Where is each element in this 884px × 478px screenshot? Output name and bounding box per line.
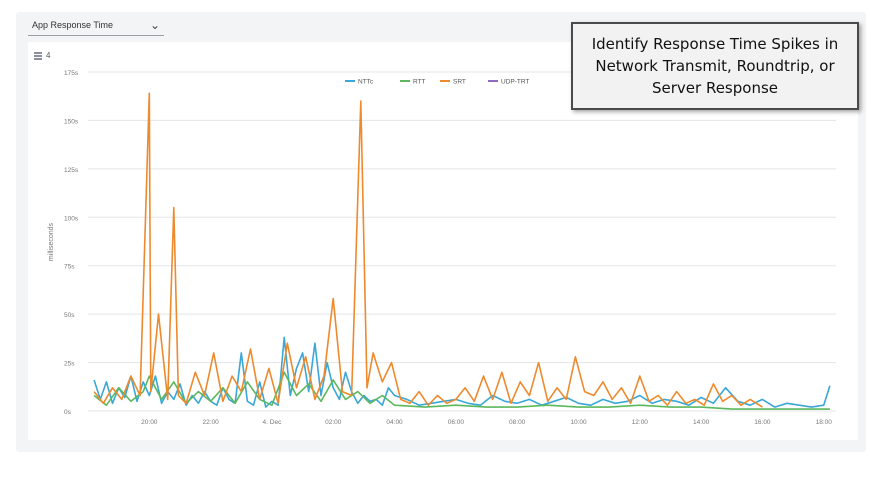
x-tick-label: 20:00 xyxy=(141,419,158,426)
x-tick-label: 04:00 xyxy=(386,419,403,426)
legend-label: UDP-TRT xyxy=(501,79,529,86)
x-tick-label: 12:00 xyxy=(632,419,649,426)
x-tick-label: 10:00 xyxy=(570,419,587,426)
metric-dropdown[interactable]: App Response Time ⌄ xyxy=(28,14,164,36)
x-tick-label: 08:00 xyxy=(509,419,526,426)
x-tick-label: 22:00 xyxy=(202,419,219,426)
x-tick-label: 02:00 xyxy=(325,419,342,426)
series-line-srt xyxy=(93,92,763,408)
x-tick-label: 18:00 xyxy=(816,419,833,426)
legend-label: NTTc xyxy=(358,79,374,86)
x-tick-label: 06:00 xyxy=(448,419,465,426)
y-tick-label: 75s xyxy=(64,264,75,271)
x-tick-label: 16:00 xyxy=(754,419,771,426)
y-tick-label: 0s xyxy=(64,409,72,416)
callout-box: Identify Response Time Spikes in Network… xyxy=(571,22,859,110)
legend-label: SRT xyxy=(453,79,466,86)
y-tick-label: 25s xyxy=(64,361,75,368)
y-tick-label: 50s xyxy=(64,312,75,319)
chevron-down-icon[interactable]: ⌄ xyxy=(149,17,160,32)
y-tick-label: 100s xyxy=(64,215,79,222)
y-tick-label: 150s xyxy=(64,118,79,125)
y-tick-label: 175s xyxy=(64,70,79,77)
toolbar-count: 4 xyxy=(46,51,51,60)
x-tick-label: 14:00 xyxy=(693,419,710,426)
y-axis-label: milliseconds xyxy=(48,222,55,261)
x-tick-label: 4. Dec xyxy=(263,419,283,426)
legend-label: RTT xyxy=(413,79,426,86)
dropdown-selected-label: App Response Time xyxy=(32,19,114,30)
list-icon[interactable] xyxy=(34,52,42,61)
y-tick-label: 125s xyxy=(64,167,79,174)
callout-text: Identify Response Time Spikes in Network… xyxy=(591,35,839,97)
